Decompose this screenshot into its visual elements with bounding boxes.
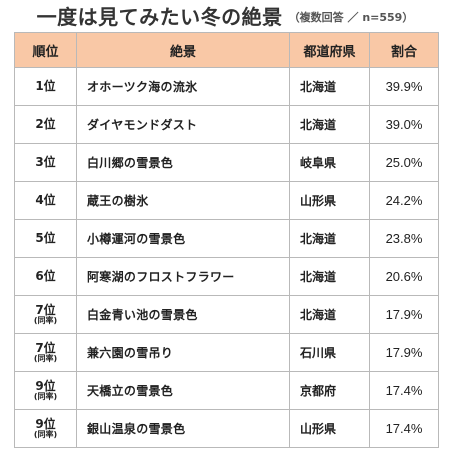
header-rank: 順位 [14,32,77,68]
rank-text: 9位 [35,416,56,431]
header-row: 順位 絶景 都道府県 割合 [14,32,439,68]
prefecture-name: 石川県 [289,333,370,372]
table-row: 3位 白川郷の雪景色 岐阜県 25.0% [14,143,439,182]
scenery-name: オホーツク海の流氷 [76,67,290,106]
rank-cell: 9位 (同率) [14,371,77,410]
percentage-value: 24.2% [369,181,439,220]
table-row: 1位 オホーツク海の流氷 北海道 39.9% [14,67,439,106]
rank-cell: 3位 [14,143,77,182]
rank-cell: 7位 (同率) [14,295,77,334]
scenery-name: 蔵王の樹氷 [76,181,290,220]
page-title: 一度は見てみたい冬の絶景 [36,4,283,29]
scenery-name: 小樽運河の雪景色 [76,219,290,258]
tie-note: (同率) [33,354,58,364]
scenery-name: 銀山温泉の雪景色 [76,409,290,448]
percentage-value: 23.8% [369,219,439,258]
percentage-value: 39.0% [369,105,439,144]
table-row: 4位 蔵王の樹氷 山形県 24.2% [14,181,439,220]
rank-text: 2位 [35,117,56,132]
percentage-value: 39.9% [369,67,439,106]
percentage-value: 25.0% [369,143,439,182]
title-bar: 一度は見てみたい冬の絶景 （複数回答 ／ n=559） [0,0,450,30]
rank-cell: 1位 [14,67,77,106]
rank-cell: 4位 [14,181,77,220]
table-row: 7位 (同率) 白金青い池の雪景色 北海道 17.9% [14,295,439,334]
scenery-name: 兼六園の雪吊り [76,333,290,372]
rank-cell: 7位 (同率) [14,333,77,372]
table-body: 1位 オホーツク海の流氷 北海道 39.9% 2位 ダイヤモンドダスト 北海道 … [14,67,439,448]
survey-note: （複数回答 ／ n=559） [288,11,414,24]
prefecture-name: 北海道 [289,257,370,296]
prefecture-name: 山形県 [289,181,370,220]
scenery-name: 阿寒湖のフロストフラワー [76,257,290,296]
table-row: 7位 (同率) 兼六園の雪吊り 石川県 17.9% [14,333,439,372]
prefecture-name: 北海道 [289,219,370,258]
rank-text: 4位 [35,193,56,208]
table-row: 9位 (同率) 銀山温泉の雪景色 山形県 17.4% [14,409,439,448]
rank-text: 9位 [35,378,56,393]
header-scenery: 絶景 [76,32,290,68]
table-header: 順位 絶景 都道府県 割合 [14,32,439,68]
tie-note: (同率) [33,316,58,326]
table-row: 2位 ダイヤモンドダスト 北海道 39.0% [14,105,439,144]
rank-text: 5位 [35,231,56,246]
prefecture-name: 北海道 [289,295,370,334]
rank-text: 1位 [35,79,56,94]
percentage-value: 17.9% [369,333,439,372]
tie-note: (同率) [33,430,58,440]
scenery-name: 白川郷の雪景色 [76,143,290,182]
rank-cell: 6位 [14,257,77,296]
rank-text: 3位 [35,155,56,170]
rank-text: 7位 [35,302,56,317]
table-row: 9位 (同率) 天橋立の雪景色 京都府 17.4% [14,371,439,410]
scenery-name: 白金青い池の雪景色 [76,295,290,334]
scenery-name: ダイヤモンドダスト [76,105,290,144]
rank-text: 7位 [35,340,56,355]
prefecture-name: 岐阜県 [289,143,370,182]
percentage-value: 17.4% [369,409,439,448]
table-row: 5位 小樽運河の雪景色 北海道 23.8% [14,219,439,258]
prefecture-name: 山形県 [289,409,370,448]
prefecture-name: 北海道 [289,67,370,106]
ranking-table: 順位 絶景 都道府県 割合 1位 オホーツク海の流氷 北海道 39.9% 2位 … [14,32,439,448]
header-percentage: 割合 [369,32,439,68]
percentage-value: 17.9% [369,295,439,334]
scenery-name: 天橋立の雪景色 [76,371,290,410]
rank-cell: 2位 [14,105,77,144]
table-row: 6位 阿寒湖のフロストフラワー 北海道 20.6% [14,257,439,296]
prefecture-name: 京都府 [289,371,370,410]
tie-note: (同率) [33,392,58,402]
rank-cell: 9位 (同率) [14,409,77,448]
percentage-value: 17.4% [369,371,439,410]
prefecture-name: 北海道 [289,105,370,144]
header-prefecture: 都道府県 [289,32,370,68]
rank-text: 6位 [35,269,56,284]
rank-cell: 5位 [14,219,77,258]
percentage-value: 20.6% [369,257,439,296]
